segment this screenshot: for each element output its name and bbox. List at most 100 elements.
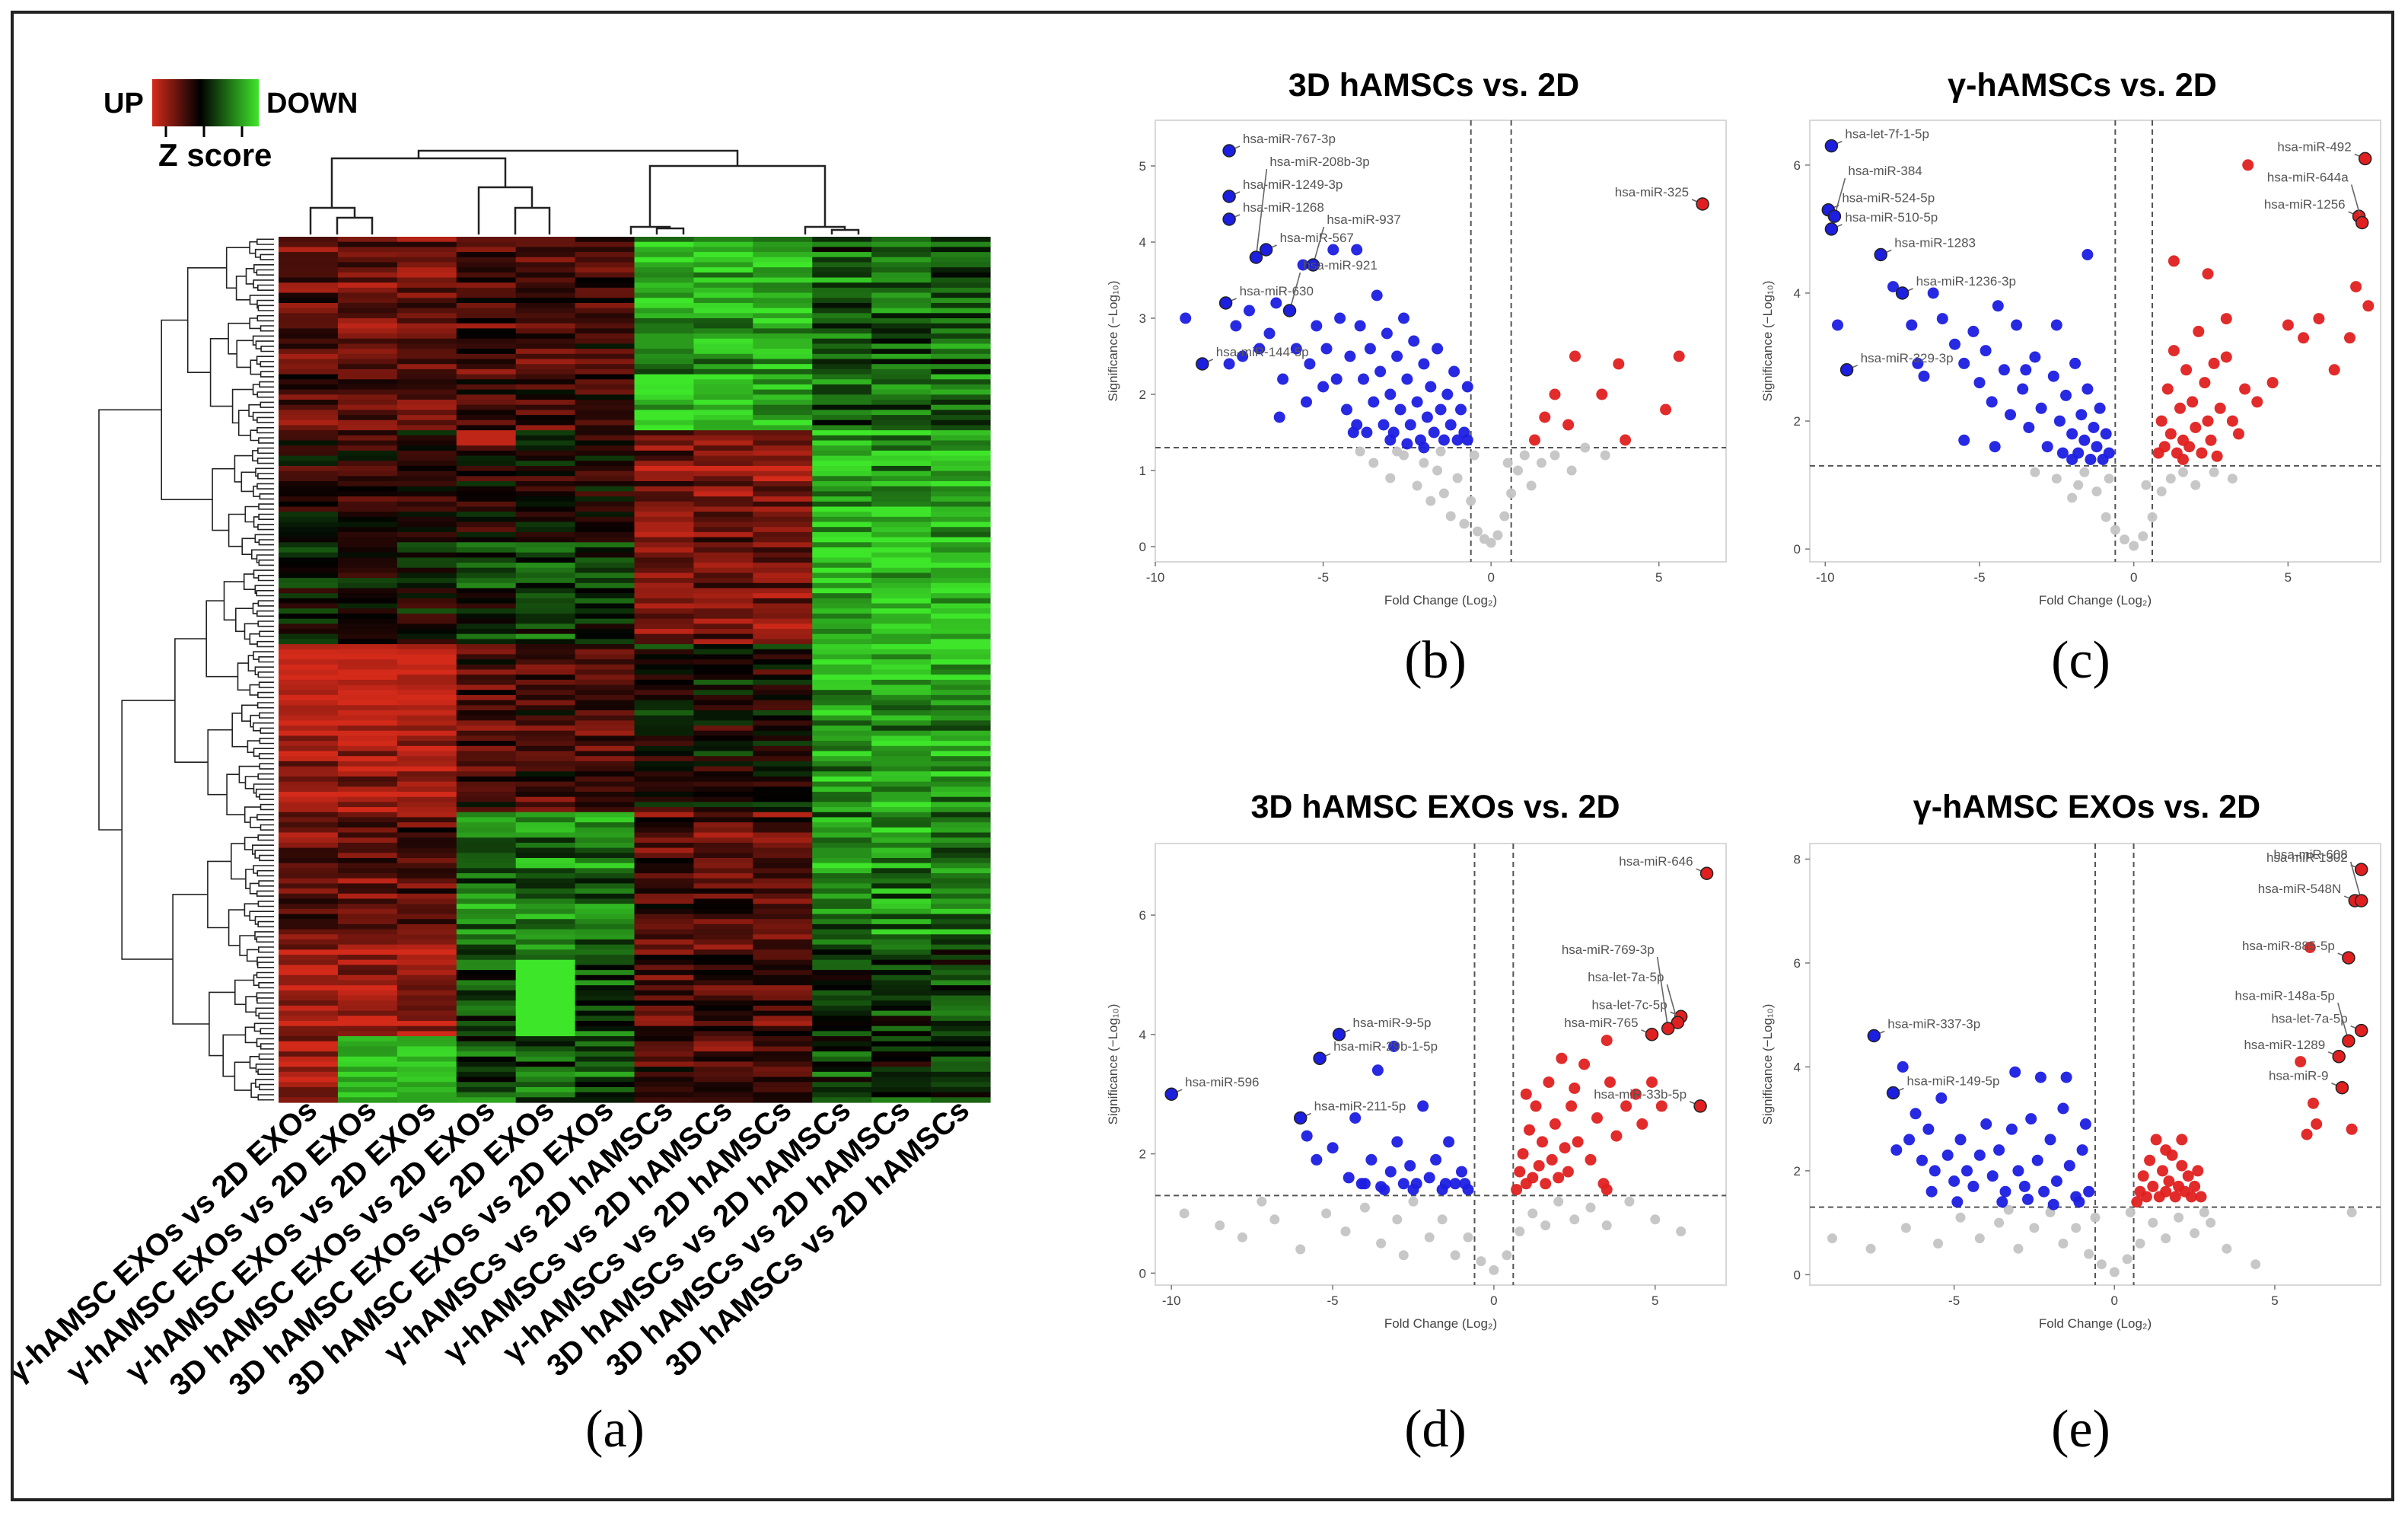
heatmap-cell (871, 262, 932, 268)
y-tick-label: 0 (1794, 1268, 1801, 1282)
heatmap-cell (693, 1025, 753, 1032)
heatmap-cell (279, 1082, 339, 1088)
heatmap-cell (575, 796, 635, 802)
heatmap-cell (575, 659, 635, 665)
heatmap-cell (515, 1056, 576, 1063)
heatmap-cell (337, 470, 398, 477)
heatmap-cell (515, 404, 576, 410)
heatmap-cell (337, 628, 398, 635)
heatmap-cell (337, 766, 398, 772)
heatmap-cell (456, 506, 517, 512)
volcano-title-e: γ-hAMSC EXOs vs. 2D (1913, 789, 2261, 825)
heatmap-cell (337, 618, 398, 624)
heatmap-cell (515, 1097, 576, 1103)
heatmap-cell (871, 908, 932, 915)
heatmap-cell (279, 857, 339, 864)
heatmap-cell (575, 578, 635, 584)
heatmap-cell (753, 496, 813, 502)
heatmap-cell (515, 516, 576, 523)
heatmap-cell (279, 430, 339, 436)
up-regulated-point (2157, 1165, 2168, 1177)
heatmap-cell (871, 904, 932, 910)
heatmap-cell (515, 287, 576, 294)
heatmap-cell (634, 1016, 695, 1022)
heatmap-cell (931, 949, 991, 955)
heatmap-cell (279, 710, 339, 716)
heatmap-cell (515, 812, 576, 818)
row-dendrogram-branch (256, 814, 274, 821)
heatmap-cell (337, 531, 398, 538)
heatmap-cell (753, 776, 813, 783)
heatmap-cell (634, 675, 695, 681)
heatmap-cell (456, 1036, 517, 1042)
heatmap-cell (753, 1036, 813, 1042)
up-regulated-point (2205, 434, 2217, 446)
heatmap-cell (931, 272, 991, 279)
heatmap-cell (575, 318, 635, 324)
ns-point (1450, 1250, 1460, 1261)
labeled-point (2342, 1034, 2355, 1048)
heatmap-cell (337, 578, 398, 584)
heatmap-cell (634, 563, 695, 569)
y-tick-label: 4 (1139, 235, 1146, 250)
row-dendrogram-branch (256, 610, 274, 617)
mirna-label: hsa-miR-329-3p (1861, 351, 1954, 365)
heatmap-cell (812, 868, 872, 874)
up-regulated-point (1596, 388, 1608, 400)
heatmap-cell (515, 1031, 576, 1037)
heatmap-cell (337, 1061, 398, 1067)
row-dendrogram-branch (174, 638, 209, 763)
heatmap-cell (693, 323, 753, 329)
heatmap-cell (456, 929, 517, 935)
heatmap-cell (871, 588, 932, 594)
labeled-point (1874, 247, 1887, 262)
heatmap-cell (456, 807, 517, 813)
heatmap-cell (337, 455, 398, 461)
heatmap-cell (634, 282, 695, 289)
heatmap-cell (871, 802, 932, 808)
up-regulated-point (2301, 1128, 2313, 1140)
heatmap-cell (753, 970, 813, 976)
row-dendrogram-branch (241, 537, 256, 555)
row-dendrogram-branch (258, 539, 274, 546)
down-regulated-point (2041, 441, 2053, 453)
heatmap-cell (931, 624, 991, 630)
heatmap-cell (279, 247, 339, 253)
heatmap-cell (337, 384, 398, 391)
heatmap-cell (337, 741, 398, 747)
up-regulated-point (1562, 1166, 1574, 1178)
heatmap-cell (337, 802, 398, 808)
heatmap-cell (456, 919, 517, 925)
heatmap-cell (634, 476, 695, 482)
heatmap-cell (337, 929, 398, 935)
heatmap-cell (753, 628, 813, 635)
heatmap-cell (931, 455, 991, 461)
heatmap-cell (693, 802, 753, 808)
heatmap-cell (397, 812, 457, 818)
heatmap-cell (634, 552, 695, 558)
heatmap-cell (397, 949, 457, 955)
down-regulated-point (2029, 351, 2041, 363)
heatmap-cell (753, 557, 813, 563)
heatmap-cell (575, 990, 635, 997)
heatmap-cell (279, 726, 339, 732)
heatmap-cell (693, 863, 753, 869)
heatmap-cell (812, 542, 872, 548)
heatmap-cell (279, 394, 339, 400)
heatmap-cell (337, 873, 398, 879)
heatmap-cell (931, 364, 991, 370)
heatmap-cell (279, 588, 339, 594)
heatmap-cell (812, 985, 872, 991)
heatmap-cell (812, 847, 872, 853)
heatmap-cell (397, 904, 457, 910)
ns-point (1566, 465, 1577, 476)
heatmap-cell (931, 465, 991, 472)
heatmap-cell (515, 842, 576, 849)
heatmap-cell (575, 939, 635, 946)
heatmap-cell (931, 847, 991, 853)
heatmap-cell (337, 853, 398, 859)
heatmap-cell (337, 353, 398, 360)
heatmap-cell (397, 1010, 457, 1016)
ns-point (2079, 467, 2090, 477)
heatmap-cell (337, 512, 398, 518)
